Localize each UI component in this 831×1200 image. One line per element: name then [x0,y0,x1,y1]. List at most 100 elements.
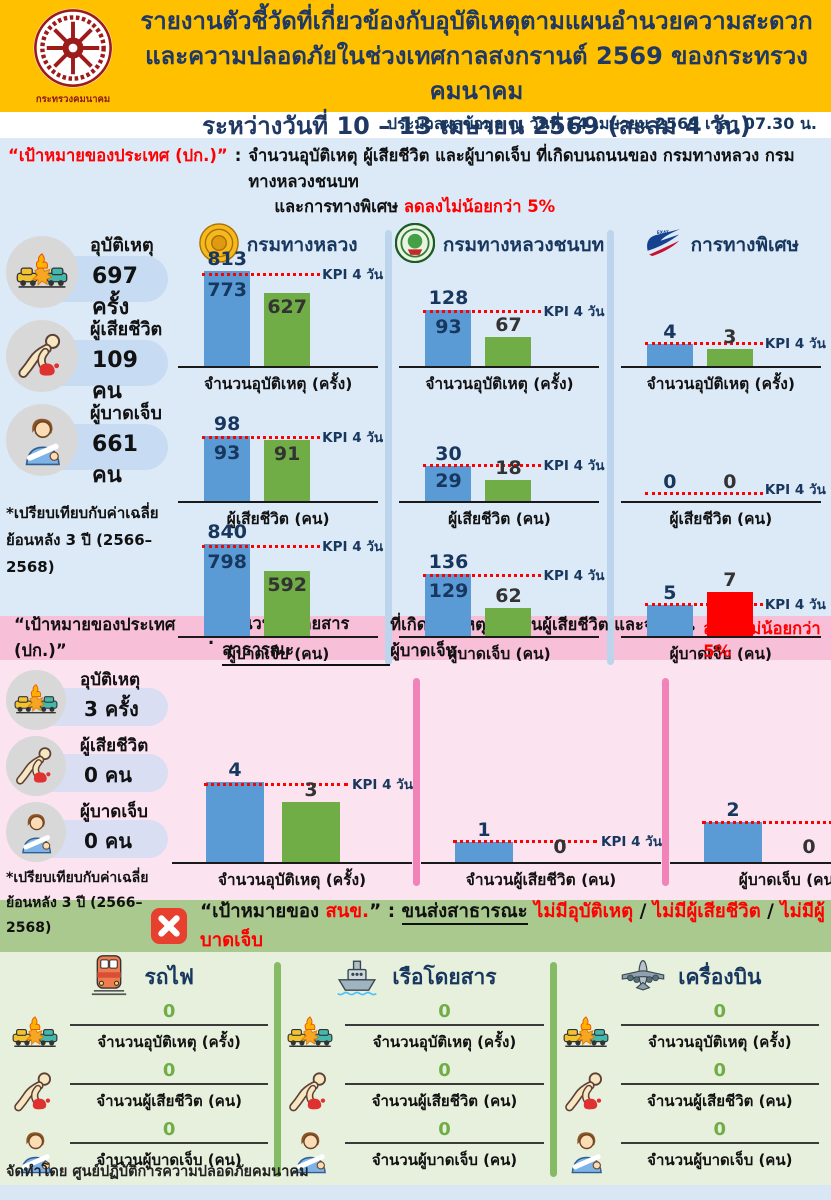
metric-label: จำนวนผู้เสียชีวิต (คน) [371,1092,518,1110]
actual-value-label: 7 [723,568,737,591]
bar-chart: KPI 4 วัน 98 93 91 ผู้เสียชีวิต (คน) [178,401,383,533]
metric-value: 0 [345,1120,544,1144]
stat-fatalities: ผู้เสียชีวิต 0 คน [4,732,172,796]
metric-label: จำนวนผู้เสียชีวิต (คน) [96,1092,242,1110]
transport-column-plane: เครื่องบิน 0 จำนวนอุบัติเหตุ (ครั้ง) 0 จำนว… [557,954,825,1185]
actual-value-label: 67 [495,313,522,336]
stat-injuries: ผู้บาดเจ็บ 661 คน [4,398,172,488]
bar-chart: KPI 4 วัน20 ผู้บาดเจ็บ (คน) [670,762,831,894]
data-as-of: ประมวลผลข้อมูล ณ วันที่ 14 เมษายน 2569 เ… [0,112,831,138]
avg-3yr-bar [204,543,251,636]
kpi-line-label: KPI 4 วัน [764,596,826,613]
transport-header: เครื่องบิน [563,954,819,1000]
transport-metric-row: 0 จำนวนอุบัติเหตุ (ครั้ง) [563,1000,819,1056]
metric: 0 จำนวนอุบัติเหตุ (ครั้ง) [70,1002,269,1056]
actual-value-label: 627 [267,295,307,318]
metric-value: 0 [620,1061,819,1085]
injury-icon [287,1128,337,1174]
metric: 0 จำนวนผู้บาดเจ็บ (คน) [70,1120,269,1174]
bar-chart: KPI 4 วัน 128 93 67 จำนวนอุบัติเหตุ (ครั้ง) [399,266,604,398]
actual-value-label: 3 [723,325,737,348]
column-divider [662,678,669,886]
avg-value-label: 840 [207,520,247,543]
goal-text: จำนวนอุบัติเหตุ ผู้เสียชีวิต และผู้บาดเจ… [248,146,795,217]
stat-injuries: ผู้บาดเจ็บ 0 คน [4,798,172,862]
kpi-dotted-line [453,840,597,843]
actual-value-label: 0 [553,836,567,859]
goal-label: “เป้าหมายของประเทศ (ปก.)” [8,146,228,165]
column-divider [413,678,420,886]
fatality-icon [563,1069,613,1115]
bus-chart-injuries: KPI 4 วัน20 ผู้บาดเจ็บ (คน) [670,664,831,900]
bar-chart: KPI 4 วัน 30 29 18 ผู้เสียชีวิต (คน) [399,401,604,533]
ministry-logo-caption: กระทรวงคมนาคม [35,94,111,105]
chart-plot: KPI 4 วัน 98 93 91 [178,401,383,503]
section-road-network: “เป้าหมายของประเทศ (ปก.)” : จำนวนอุบัติเ… [0,138,831,665]
kpi-value-label: 129 [428,579,469,602]
metric-label: จำนวนอุบัติเหตุ (ครั้ง) [97,1033,241,1051]
actual-value-label: 0 [723,470,737,493]
kpi-value-label: 798 [207,550,247,573]
kpi-dotted-line [202,272,321,276]
avg-value-label: 4 [228,759,242,782]
boat-icon [334,953,380,1002]
chart-plot: KPI 4 วัน20 [670,762,831,864]
kpi-dotted-line [702,821,831,824]
chart-plot: KPI 4 วัน 4 3 [620,266,826,368]
kpi-value-label: 93 [213,441,241,464]
avg-value-label: 813 [207,247,247,270]
avg-value-label: 2 [726,799,740,822]
metric-label: จำนวนอุบัติเหตุ (ครั้ง) [372,1033,517,1051]
avg-value-label: 30 [435,442,462,465]
avg-3yr-bar [204,270,251,366]
avg-3yr-bar [455,842,513,862]
bar-chart: KPI 4 วัน 813 773 627 จำนวนอุบัติเหตุ (ครั้ง… [178,248,383,398]
org-charts: KPI 4 วัน 813 773 627 จำนวนอุบัติเหตุ (ครั้ง… [172,248,384,668]
org-header: กรมทางหลวง [172,222,384,266]
column-divider [606,229,614,665]
kpi-value-label: 93 [435,315,462,338]
injury-icon [12,1128,62,1174]
chart-x-label: ผู้เสียชีวิต (คน) [669,509,773,528]
avg-3yr-bar [425,573,472,636]
fatality-icon [287,1069,337,1115]
kpi-line-label: KPI 4 วัน [322,538,384,555]
metric: 0 จำนวนผู้เสียชีวิต (คน) [620,1061,819,1115]
metric-value: 0 [70,1120,269,1144]
section-public-transport: “เป้าหมายของ สนข.” : ขนส่งสาธารณะ ไม่มีอ… [0,900,831,1185]
actual-bar [485,336,532,366]
injury-icon [6,403,78,476]
actual-bar [706,348,753,366]
org-header: กรมทางหลวงชนบท [393,222,605,267]
stat-fatalities: ผู้เสียชีวิต 109 คน [4,314,172,404]
avg-3yr-bar [206,782,264,862]
column-divider [274,962,282,1177]
metric-label: จำนวนผู้เสียชีวิต (คน) [647,1092,793,1110]
org-charts: KPI 4 วัน 128 93 67 จำนวนอุบัติเหตุ (ครั้ง) K… [393,266,605,668]
chart-plot: KPI 4 วัน 813 773 627 [178,248,383,368]
svg-text:EXAT: EXAT [656,229,668,234]
goal-text: “เป้าหมายของ สนข.” : ขนส่งสาธารณะ ไม่มีอ… [200,901,825,951]
chart-x-label: ผู้บาดเจ็บ (คน) [738,871,831,889]
kpi-line-label: KPI 4 วัน [764,481,826,498]
fatality-icon [6,319,78,392]
transport-metric-row: 0 จำนวนผู้บาดเจ็บ (คน) [563,1118,819,1174]
drr-logo-icon [394,222,436,267]
transport-metric-row: 0 จำนวนผู้เสียชีวิต (คน) [563,1059,819,1115]
metric-value: 0 [620,1120,819,1144]
chart-x-label: จำนวนอุบัติเหตุ (ครั้ง) [646,374,795,393]
chart-plot: KPI 4 วัน 128 93 67 [399,266,604,368]
crash-icon [6,235,78,308]
chart-plot: KPI 4 วัน 30 29 18 [399,401,604,503]
actual-bar [485,479,532,501]
ministry-seal-icon [31,8,115,94]
section1-goal: “เป้าหมายของประเทศ (ปก.)” : จำนวนอุบัติเ… [0,138,831,222]
report-header: กระทรวงคมนาคม รายงานตัวชี้วัดที่เกี่ยวข้… [0,0,831,140]
plane-icon [620,953,666,1002]
actual-bar-exceeds-kpi [706,591,753,636]
chart-x-label: ผู้เสียชีวิต (คน) [448,509,551,528]
crash-icon [287,1010,337,1056]
bar-chart: KPI 4 วัน 1 0 จำนวนผู้เสียชีวิต (คน) [421,762,662,894]
metric-value: 0 [70,1002,269,1026]
bottom-strip [0,1185,831,1200]
